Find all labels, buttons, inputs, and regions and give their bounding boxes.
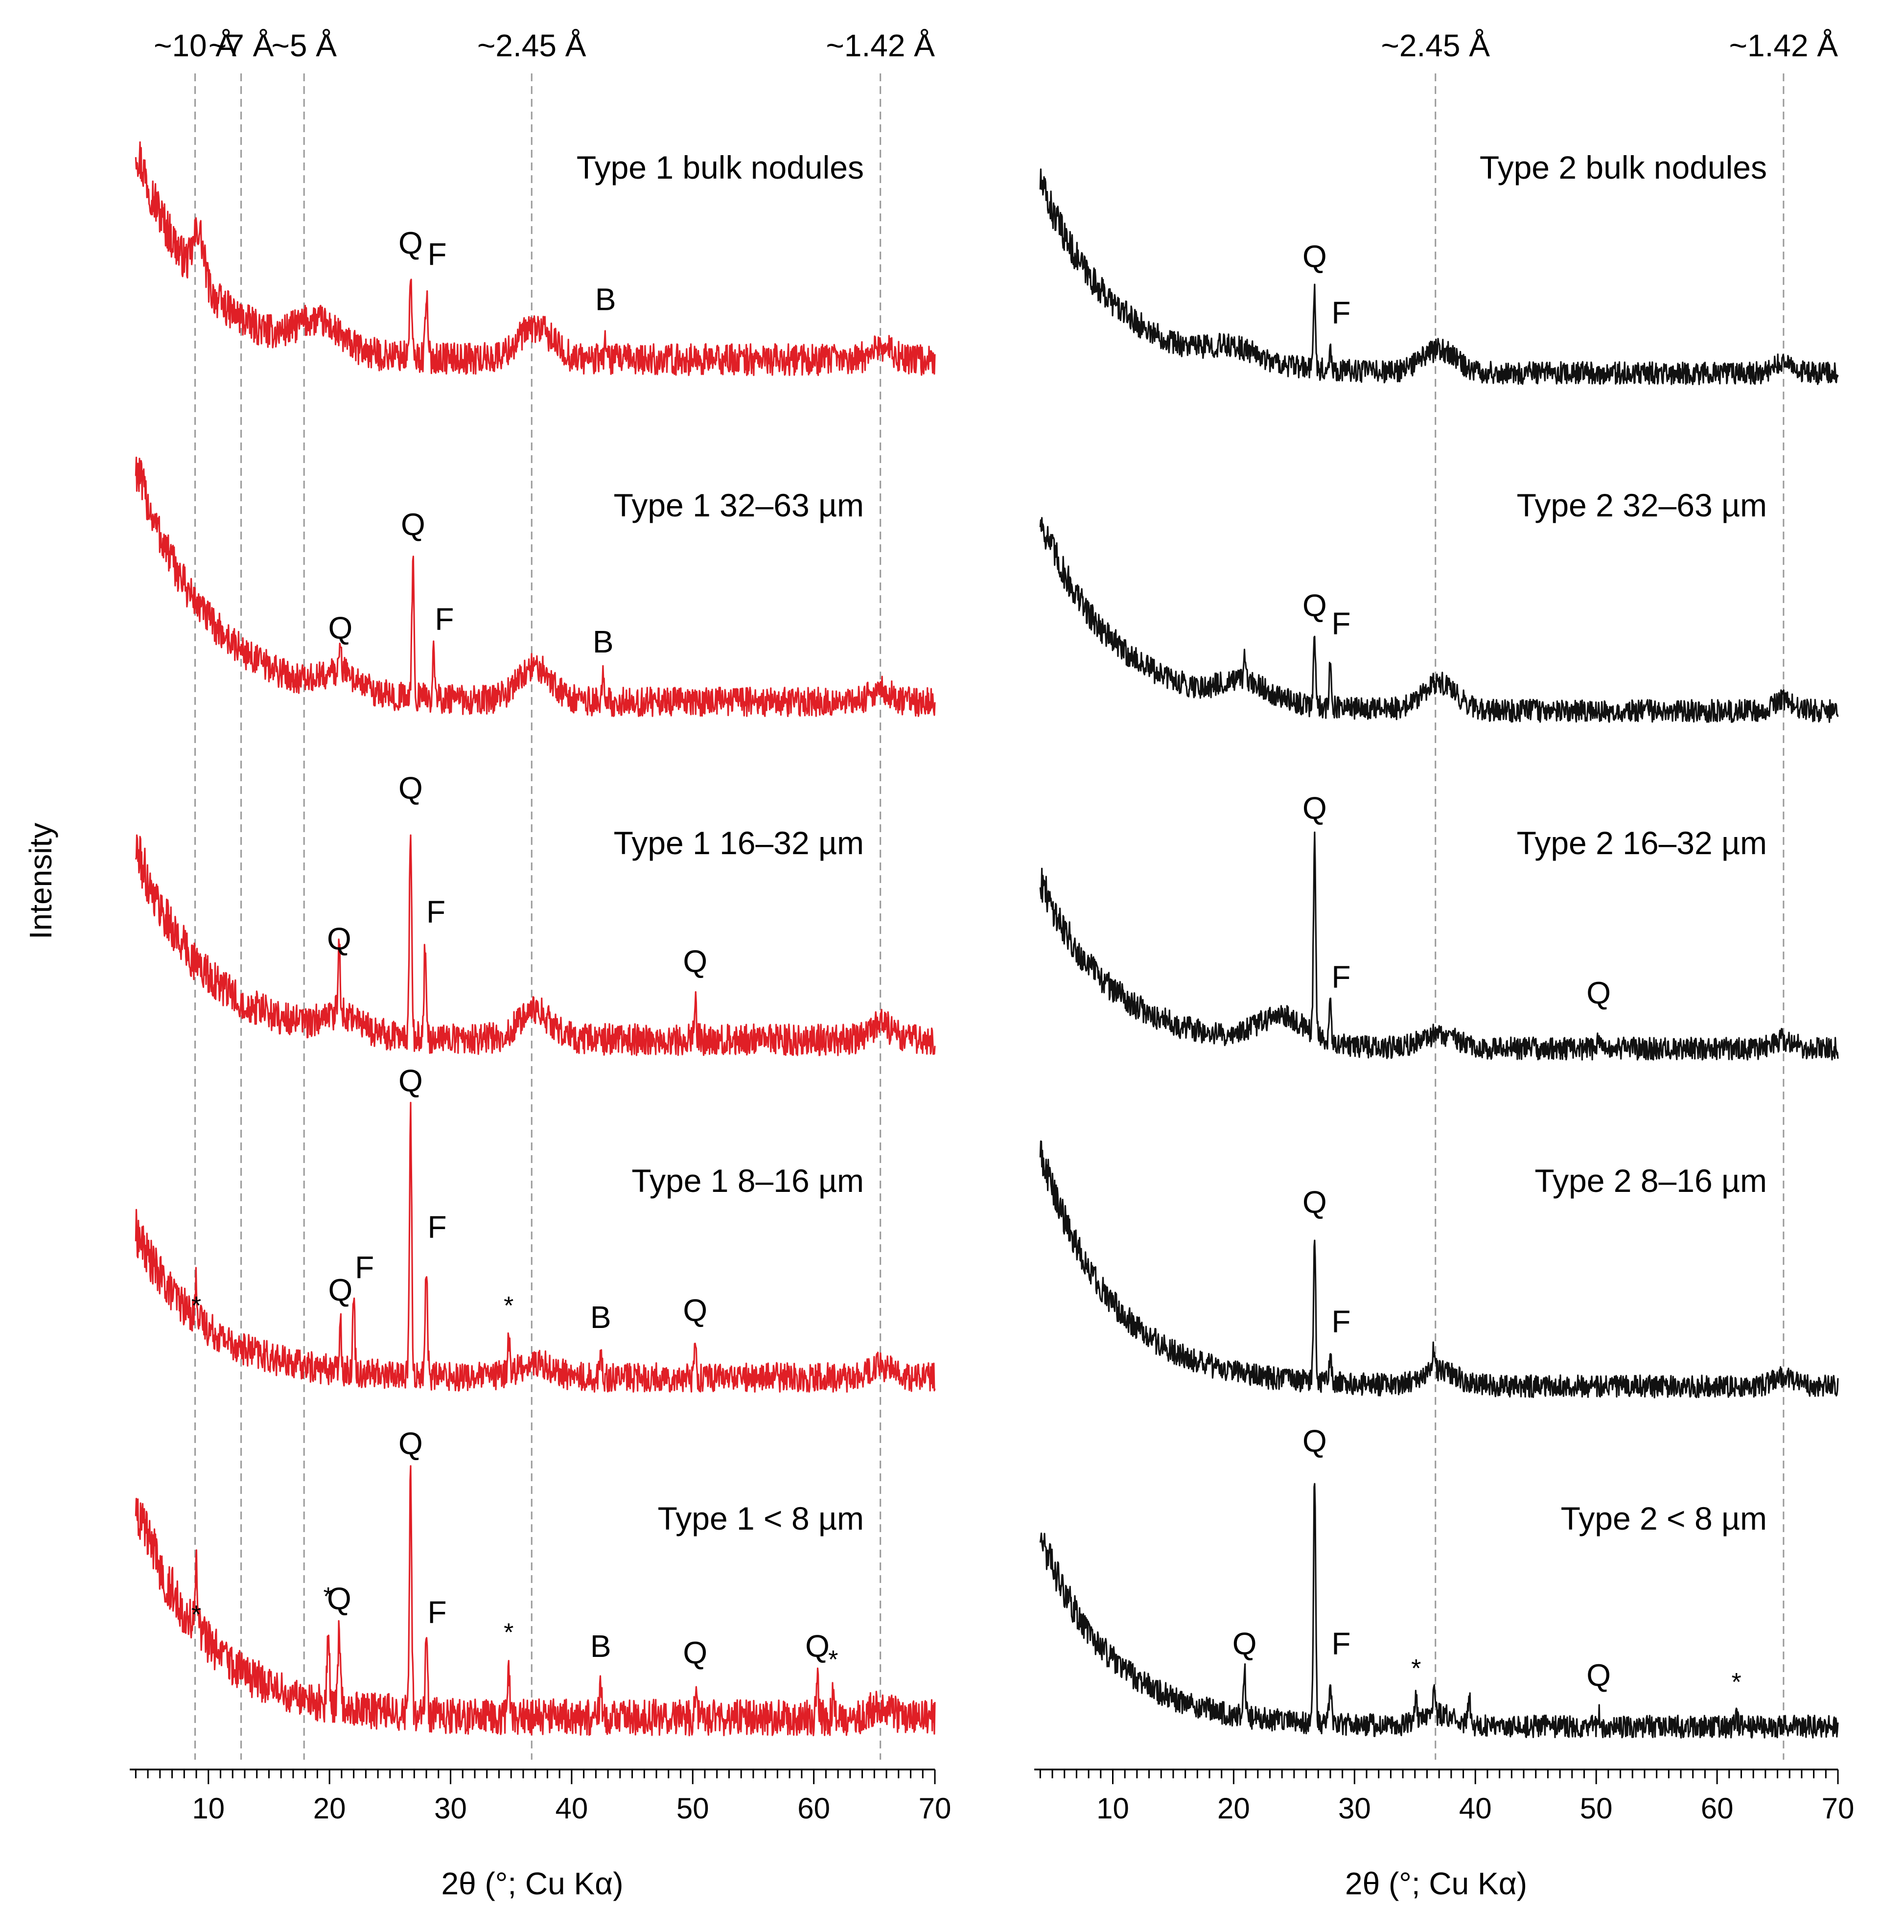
x-axis-title: 2θ (°; Cu Kα) — [1345, 1866, 1527, 1901]
peak-label: * — [324, 1583, 333, 1611]
peak-label: Q — [398, 1063, 423, 1098]
peak-label: Q — [683, 1635, 707, 1671]
pattern-line-right-4 — [1039, 1140, 1839, 1398]
peak-label: Q — [398, 226, 423, 261]
x-tick-label: 30 — [434, 1792, 467, 1825]
peak-label: * — [504, 1292, 513, 1320]
reference-line-label: ~10 Å — [154, 28, 236, 63]
reference-line-label: ~7 Å — [209, 28, 274, 63]
pattern-title: Type 2 8–16 µm — [1534, 1163, 1767, 1199]
pattern-title: Type 1 16–32 µm — [614, 825, 864, 861]
panel-left: ~10 Å~7 Å~5 Å ~2.45 Å ~1.42 Å Type 1 bulk n… — [130, 28, 951, 1901]
peak-label: Q — [398, 1426, 423, 1461]
peak-label: F — [435, 602, 454, 637]
pattern-title: Type 1 32–63 µm — [614, 487, 864, 523]
peak-label: Q — [1302, 1185, 1327, 1220]
peak-label: Q — [398, 770, 423, 806]
pattern-line-left-2 — [135, 456, 936, 717]
peak-label: * — [191, 1292, 201, 1320]
peak-label: Q — [1302, 588, 1327, 623]
peak-label: Q — [683, 1293, 707, 1328]
peak-label: Q — [1302, 239, 1327, 274]
peak-label: Q — [327, 921, 351, 956]
x-tick-label: 20 — [1217, 1792, 1250, 1825]
peak-label: F — [1331, 295, 1350, 330]
x-tick-label: 40 — [1459, 1792, 1492, 1825]
peak-label: * — [504, 1619, 513, 1647]
pattern-title: Type 1 < 8 µm — [658, 1500, 864, 1536]
x-tick-label: 70 — [919, 1792, 952, 1825]
x-tick-label: 60 — [1701, 1792, 1734, 1825]
pattern-line-right-5 — [1039, 1483, 1839, 1739]
peak-label: * — [828, 1646, 838, 1674]
peak-label: Q — [1302, 1423, 1327, 1459]
reference-line-label: ~1.42 Å — [1729, 28, 1838, 63]
x-tick-label: 10 — [1096, 1792, 1129, 1825]
x-axis-title: 2θ (°; Cu Kα) — [441, 1866, 623, 1901]
reference-line-label: ~5 Å — [271, 28, 337, 63]
pattern-line-left-4 — [135, 1102, 936, 1393]
reference-line-label: ~2.45 Å — [1381, 28, 1490, 63]
peak-label: F — [1331, 606, 1350, 641]
reference-line-label: ~2.45 Å — [477, 28, 586, 63]
pattern-title: Type 1 bulk nodules — [577, 149, 864, 186]
x-tick-label: 60 — [797, 1792, 830, 1825]
peak-label: F — [426, 894, 445, 930]
pattern-title: Type 2 bulk nodules — [1480, 149, 1767, 186]
pattern-line-right-2 — [1039, 517, 1839, 723]
peak-label: F — [1331, 1626, 1350, 1661]
pattern-line-left-5 — [135, 1465, 936, 1737]
x-tick-label: 50 — [676, 1792, 709, 1825]
peak-label: F — [428, 1595, 447, 1630]
peak-label: B — [595, 282, 616, 317]
peak-label: * — [191, 1601, 201, 1629]
peak-label: Q — [328, 1273, 353, 1308]
peak-label: F — [428, 1210, 447, 1245]
pattern-line-left-1 — [135, 141, 936, 376]
x-tick-label: 40 — [556, 1792, 588, 1825]
peak-label: F — [1331, 1304, 1350, 1339]
peak-label: Q — [401, 507, 425, 542]
peak-label: B — [593, 624, 614, 659]
peak-label: F — [1331, 959, 1350, 995]
x-tick-label: 70 — [1822, 1792, 1855, 1825]
pattern-line-left-3 — [135, 834, 936, 1056]
pattern-line-right-1 — [1039, 168, 1839, 385]
peak-label: * — [1731, 1668, 1741, 1697]
peak-label: B — [590, 1629, 611, 1664]
peak-label: F — [355, 1250, 374, 1285]
reference-line-label: ~1.42 Å — [826, 28, 935, 63]
x-tick-label: 50 — [1580, 1792, 1613, 1825]
pattern-title: Type 1 8–16 µm — [631, 1163, 864, 1199]
peak-label: B — [590, 1300, 611, 1335]
peak-label: * — [1411, 1654, 1421, 1683]
pattern-title: Type 2 16–32 µm — [1517, 825, 1767, 861]
pattern-title: Type 2 < 8 µm — [1561, 1500, 1767, 1536]
peak-label: Q — [328, 610, 353, 646]
peak-label: Q — [1232, 1626, 1257, 1661]
peak-label: Q — [327, 1581, 351, 1616]
x-tick-label: 30 — [1338, 1792, 1371, 1825]
y-axis-title: Intensity — [23, 823, 58, 939]
peak-label: Q — [1302, 791, 1327, 826]
peak-label: Q — [1586, 1658, 1611, 1693]
x-tick-label: 20 — [313, 1792, 346, 1825]
peak-label: Q — [683, 944, 707, 979]
x-tick-label: 10 — [192, 1792, 225, 1825]
peak-label: Q — [1586, 975, 1611, 1010]
panels-group: ~10 Å~7 Å~5 Å ~2.45 Å ~1.42 Å Type 1 bulk n… — [130, 28, 1854, 1901]
pattern-line-right-3 — [1039, 831, 1839, 1061]
peak-label: Q — [805, 1629, 830, 1664]
pattern-title: Type 2 32–63 µm — [1517, 487, 1767, 523]
peak-label: F — [428, 237, 447, 272]
